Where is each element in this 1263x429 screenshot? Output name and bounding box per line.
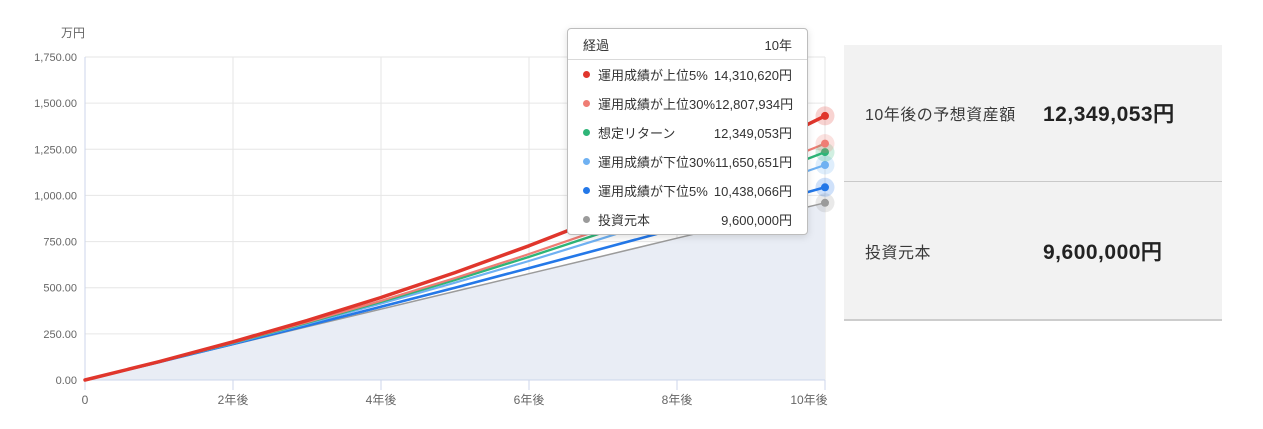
tooltip-series-label: 想定リターン xyxy=(598,126,676,141)
tooltip-series-label: 運用成績が上位30% xyxy=(598,97,716,112)
principal-value: 9,600,000円 xyxy=(1043,240,1163,264)
series-end-marker-top30[interactable] xyxy=(821,139,829,148)
series-color-dot-icon xyxy=(583,129,590,136)
tooltip-series-value: 9,600,000円 xyxy=(721,213,792,228)
tooltip-series-row: 運用成績が上位30% 12,807,934円 xyxy=(568,89,807,118)
x-tick-label: 6年後 xyxy=(514,393,545,407)
tooltip-series-label: 運用成績が上位5% xyxy=(598,68,708,83)
y-axis-unit-label: 万円 xyxy=(61,26,85,40)
series-end-marker-bottom5[interactable] xyxy=(821,183,829,192)
projected-assets-label: 10年後の予想資産額 xyxy=(865,107,1016,124)
tooltip-elapsed-value: 10年 xyxy=(764,37,792,53)
y-tick-label: 750.00 xyxy=(43,237,77,249)
tooltip-series-value: 12,349,053円 xyxy=(713,126,792,141)
series-color-dot-icon xyxy=(583,158,590,165)
y-tick-label: 1,000.00 xyxy=(34,190,77,202)
series-end-marker-bottom30[interactable] xyxy=(821,161,829,169)
tooltip-series-row: 投資元本 9,600,000円 xyxy=(568,205,807,234)
x-tick-label: 0 xyxy=(82,393,89,407)
series-color-dot-icon xyxy=(583,71,590,78)
y-tick-label: 500.00 xyxy=(43,283,77,295)
tooltip-series-label: 投資元本 xyxy=(598,213,651,228)
summary-panel: 10年後の予想資産額 12,349,053円 投資元本 9,600,000円 xyxy=(844,45,1222,321)
series-color-dot-icon xyxy=(583,216,590,223)
projected-assets-value: 12,349,053円 xyxy=(1043,103,1175,126)
x-tick-label: 10年後 xyxy=(790,393,827,407)
summary-row-principal: 投資元本 9,600,000円 xyxy=(844,182,1222,319)
chart-tooltip: 経過 10年 運用成績が上位5% 14,310,620円 運用成績が上位30% … xyxy=(567,28,808,235)
x-tick-label: 2年後 xyxy=(218,393,249,407)
series-color-dot-icon xyxy=(583,100,590,107)
y-tick-label: 1,750.00 xyxy=(34,52,77,64)
principal-label: 投資元本 xyxy=(865,244,932,262)
tooltip-series-label: 運用成績が下位5% xyxy=(598,184,708,199)
series-end-marker-top5[interactable] xyxy=(821,111,829,120)
tooltip-series-row: 想定リターン 12,349,053円 xyxy=(568,118,807,147)
summary-row-projected-assets: 10年後の予想資産額 12,349,053円 xyxy=(844,45,1222,182)
y-tick-label: 1,250.00 xyxy=(34,144,77,156)
y-tick-label: 0.00 xyxy=(56,375,77,387)
tooltip-series-value: 10,438,066円 xyxy=(713,184,792,199)
y-tick-label: 1,500.00 xyxy=(34,98,77,110)
tooltip-series-label: 運用成績が下位30% xyxy=(598,155,716,170)
tooltip-series-row: 運用成績が上位5% 14,310,620円 xyxy=(568,60,807,89)
tooltip-series-row: 運用成績が下位5% 10,438,066円 xyxy=(568,176,807,205)
series-end-marker-expected[interactable] xyxy=(821,148,829,157)
series-end-marker-principal[interactable] xyxy=(821,198,829,207)
x-tick-label: 8年後 xyxy=(662,393,693,407)
tooltip-series-value: 11,650,651円 xyxy=(715,155,793,170)
y-tick-label: 250.00 xyxy=(43,329,77,341)
tooltip-series-value: 12,807,934円 xyxy=(715,97,794,112)
tooltip-series-value: 14,310,620円 xyxy=(713,68,792,83)
tooltip-series-row: 運用成績が下位30% 11,650,651円 xyxy=(568,147,807,176)
x-tick-label: 4年後 xyxy=(366,393,397,407)
tooltip-elapsed-label: 経過 xyxy=(583,37,610,53)
tooltip-header: 経過 10年 xyxy=(568,29,807,60)
series-color-dot-icon xyxy=(583,187,590,194)
